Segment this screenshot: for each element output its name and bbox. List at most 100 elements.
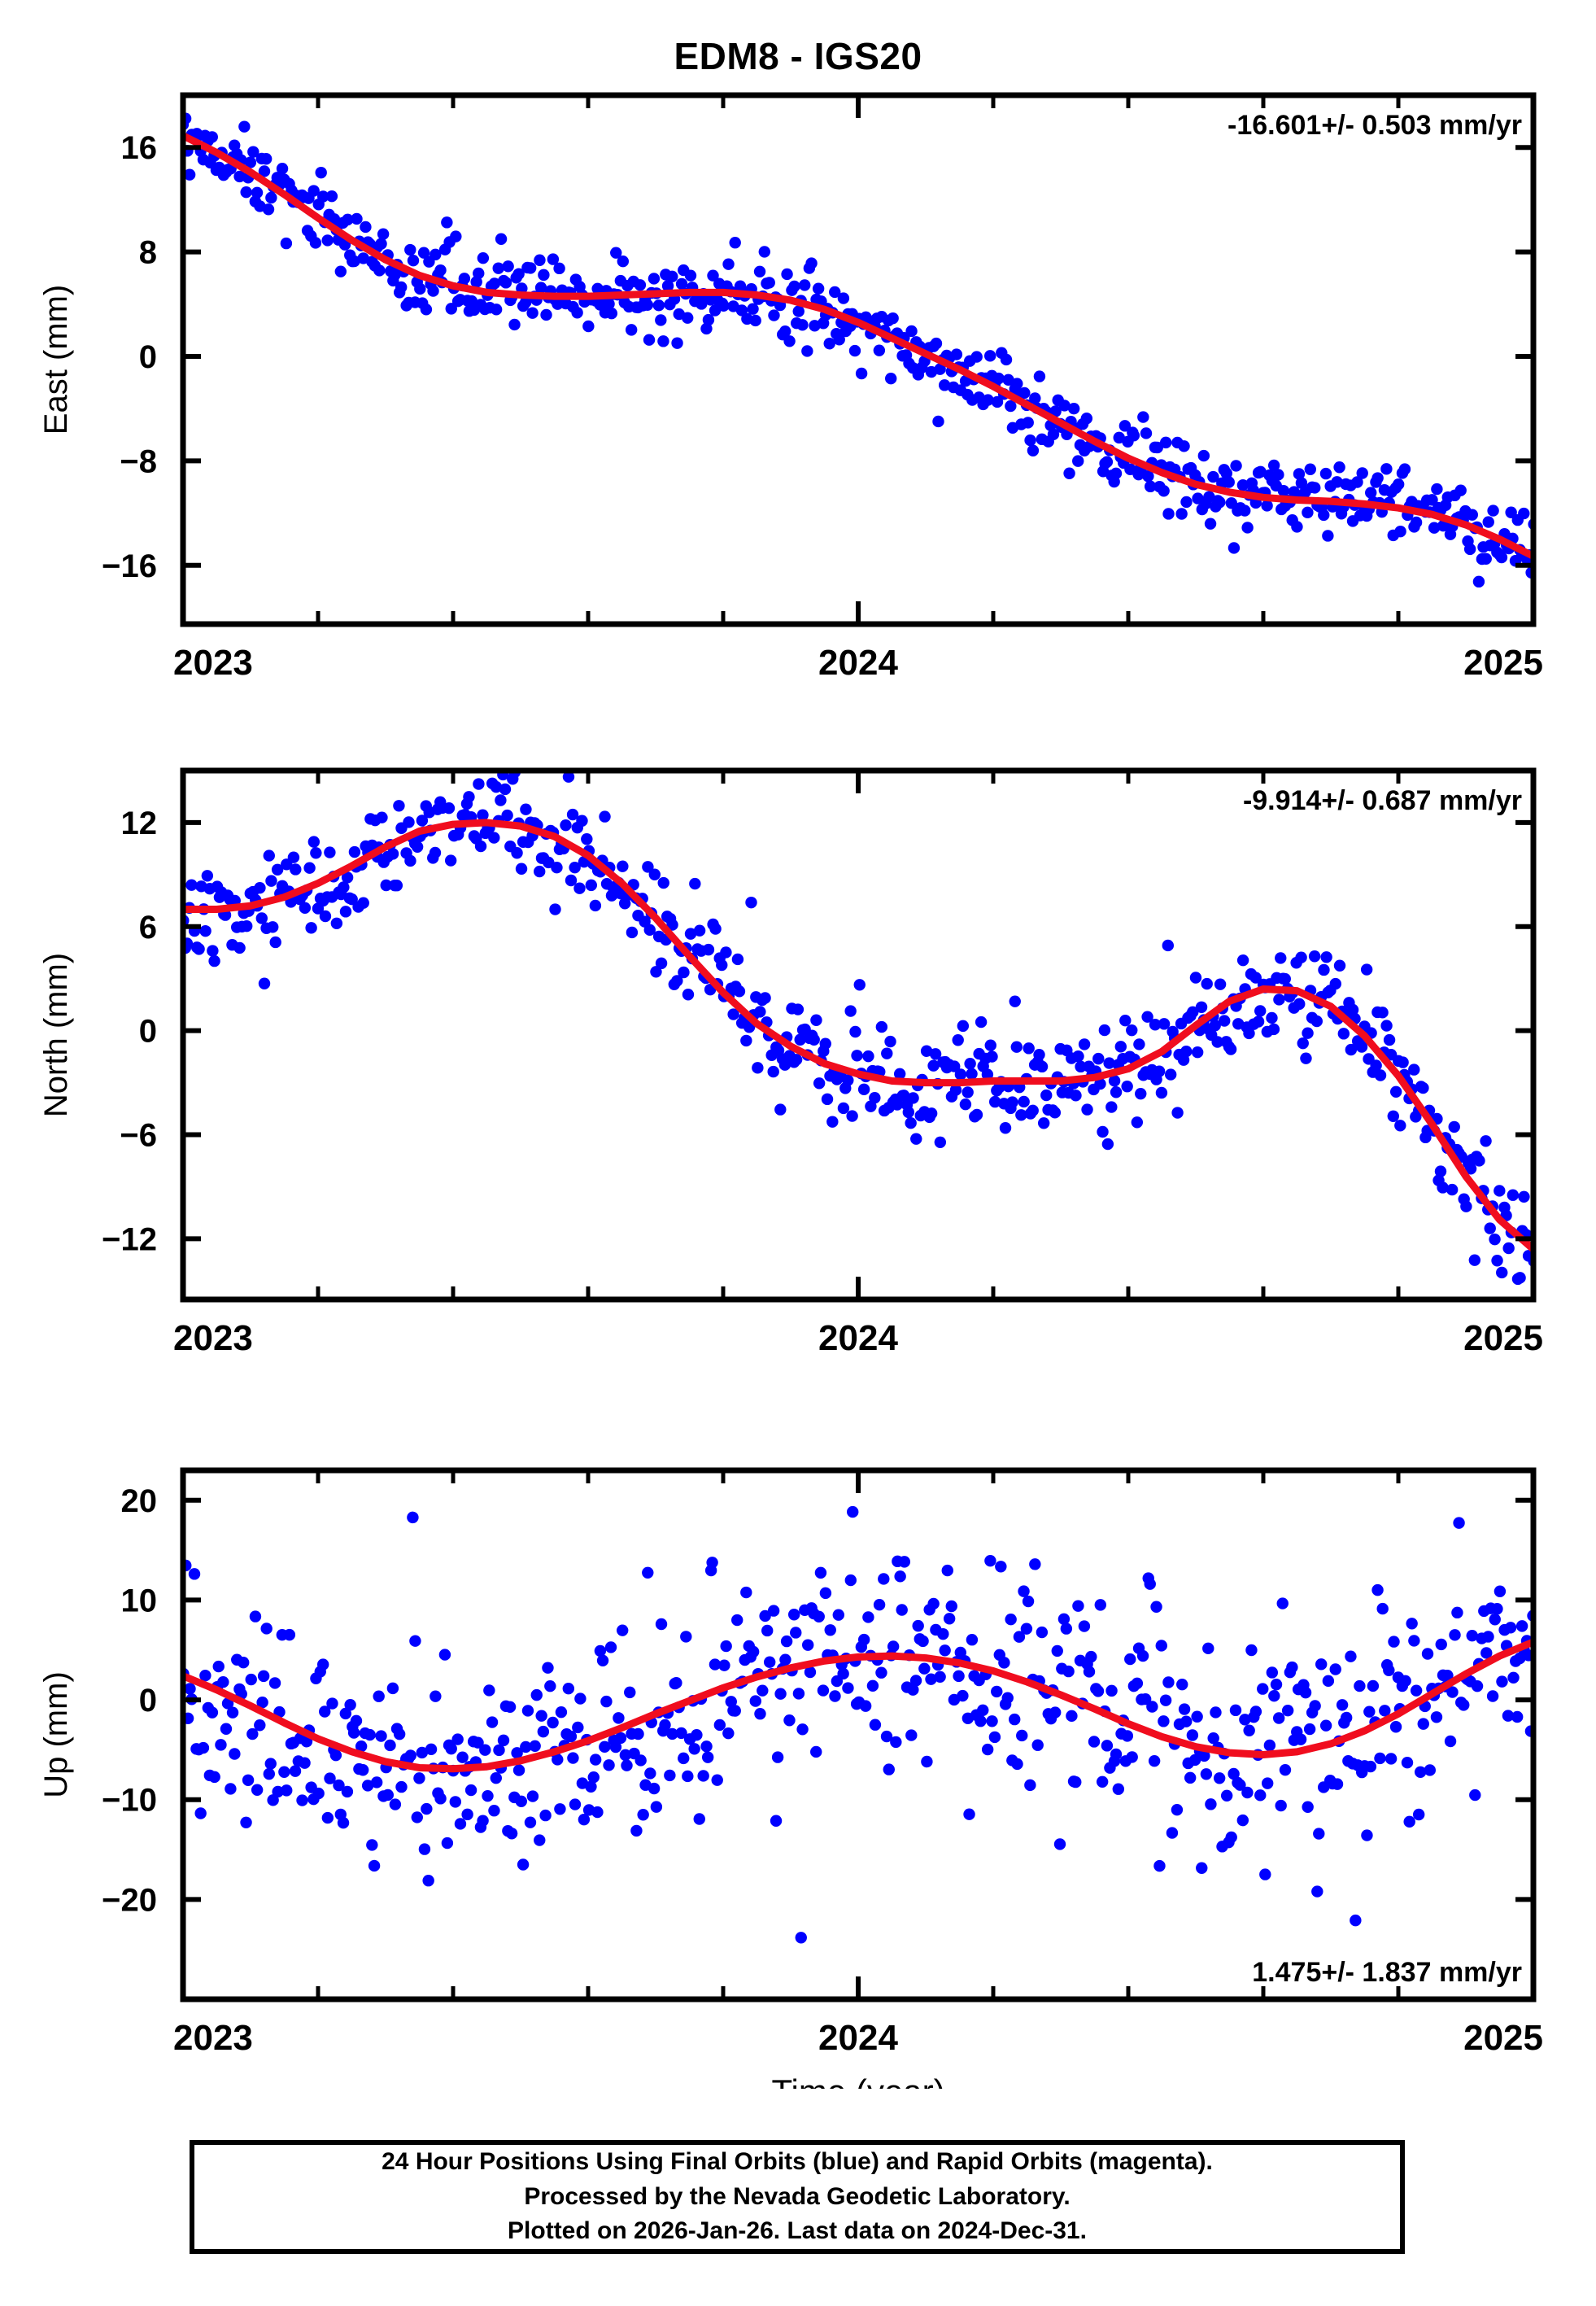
- data-point: [1070, 1090, 1082, 1102]
- data-point: [675, 277, 688, 290]
- data-point: [341, 1785, 354, 1798]
- data-point: [1333, 959, 1346, 972]
- data-point: [953, 1670, 965, 1683]
- data-point: [603, 1759, 615, 1771]
- data-point: [254, 881, 266, 894]
- data-point: [643, 334, 656, 346]
- data-point: [299, 1757, 311, 1769]
- data-point: [395, 1780, 408, 1793]
- data-point: [366, 1839, 378, 1851]
- data-point: [1389, 1085, 1402, 1098]
- data-point: [1351, 476, 1363, 488]
- data-point: [664, 1769, 676, 1782]
- data-point: [183, 168, 196, 181]
- data-point: [902, 1106, 915, 1119]
- data-point: [642, 861, 654, 873]
- data-point: [310, 847, 322, 859]
- data-point: [1295, 477, 1308, 489]
- data-point: [1408, 1063, 1420, 1076]
- data-point: [938, 379, 951, 391]
- data-point: [1494, 1585, 1507, 1597]
- data-point: [1187, 1006, 1199, 1018]
- data-point: [404, 854, 416, 867]
- data-point: [950, 348, 963, 360]
- data-point: [1309, 1700, 1321, 1712]
- data-point: [1374, 1752, 1386, 1765]
- data-point: [624, 1686, 636, 1699]
- data-point: [1036, 1626, 1049, 1639]
- data-point: [1175, 508, 1188, 520]
- data-point: [1146, 1701, 1158, 1713]
- data-point: [666, 270, 678, 283]
- data-point: [463, 791, 475, 803]
- data-point: [515, 863, 528, 875]
- data-point: [1121, 1081, 1133, 1093]
- data-point: [1363, 1705, 1376, 1718]
- data-point: [735, 304, 748, 317]
- data-point: [434, 264, 447, 277]
- footer-line-3: Plotted on 2026-Jan-26. Last data on 202…: [508, 2217, 1087, 2245]
- data-point: [925, 1673, 937, 1685]
- data-point: [1464, 1163, 1477, 1175]
- data-point: [1124, 1653, 1136, 1666]
- data-point: [486, 1716, 499, 1728]
- panel-up: 20 10 0 −10 −20 2023 2024 2025 Up (mm) 1.475+/- 1…: [0, 1448, 1596, 2089]
- plot-frame: [180, 92, 1537, 627]
- data-point: [713, 1719, 726, 1732]
- data-point: [709, 1658, 722, 1671]
- data-point: [1502, 1710, 1515, 1722]
- data-point: [1291, 521, 1303, 533]
- data-point: [1336, 1699, 1349, 1711]
- data-point: [617, 255, 630, 268]
- data-point: [642, 1566, 654, 1579]
- data-point: [1239, 504, 1251, 517]
- data-point: [675, 1727, 687, 1740]
- data-point: [1376, 1007, 1389, 1019]
- data-point: [276, 163, 289, 175]
- data-point: [1013, 1631, 1026, 1643]
- data-point: [1037, 1117, 1050, 1129]
- data-point: [826, 1116, 839, 1128]
- data-point: [573, 882, 586, 894]
- data-point: [1463, 543, 1476, 556]
- data-point: [591, 1806, 604, 1819]
- data-point: [267, 921, 279, 933]
- data-point: [194, 1807, 207, 1819]
- data-point: [341, 871, 354, 884]
- y-tick-label: −10: [102, 1783, 157, 1819]
- data-point: [1300, 1052, 1312, 1064]
- data-point: [589, 1754, 602, 1766]
- data-point: [482, 1789, 494, 1802]
- data-point: [348, 255, 360, 268]
- data-point: [495, 233, 508, 245]
- data-point: [752, 1062, 764, 1074]
- data-point: [1101, 1138, 1114, 1151]
- data-point: [1434, 1165, 1447, 1177]
- data-point: [488, 832, 500, 844]
- data-point: [894, 1570, 906, 1583]
- data-point: [1051, 1644, 1063, 1657]
- data-point: [565, 874, 578, 887]
- data-point: [571, 307, 583, 319]
- data-point: [869, 1719, 882, 1731]
- data-point: [1310, 1015, 1323, 1028]
- data-point: [682, 1770, 694, 1783]
- data-point: [1198, 1749, 1210, 1762]
- data-point: [552, 1754, 564, 1766]
- data-point: [511, 1747, 523, 1759]
- data-point: [1379, 1705, 1391, 1717]
- data-point: [251, 1784, 264, 1796]
- data-point: [963, 1808, 975, 1820]
- data-point: [999, 1122, 1012, 1134]
- data-point: [630, 1824, 643, 1837]
- data-point: [377, 228, 390, 240]
- data-point: [530, 1688, 543, 1701]
- data-point: [1399, 1675, 1411, 1688]
- data-point: [1333, 461, 1345, 474]
- data-layer-east: [183, 112, 1533, 588]
- data-point: [407, 255, 420, 267]
- data-point: [529, 1740, 541, 1752]
- data-point: [1162, 508, 1175, 520]
- data-point: [1428, 522, 1441, 534]
- data-point: [483, 1684, 495, 1697]
